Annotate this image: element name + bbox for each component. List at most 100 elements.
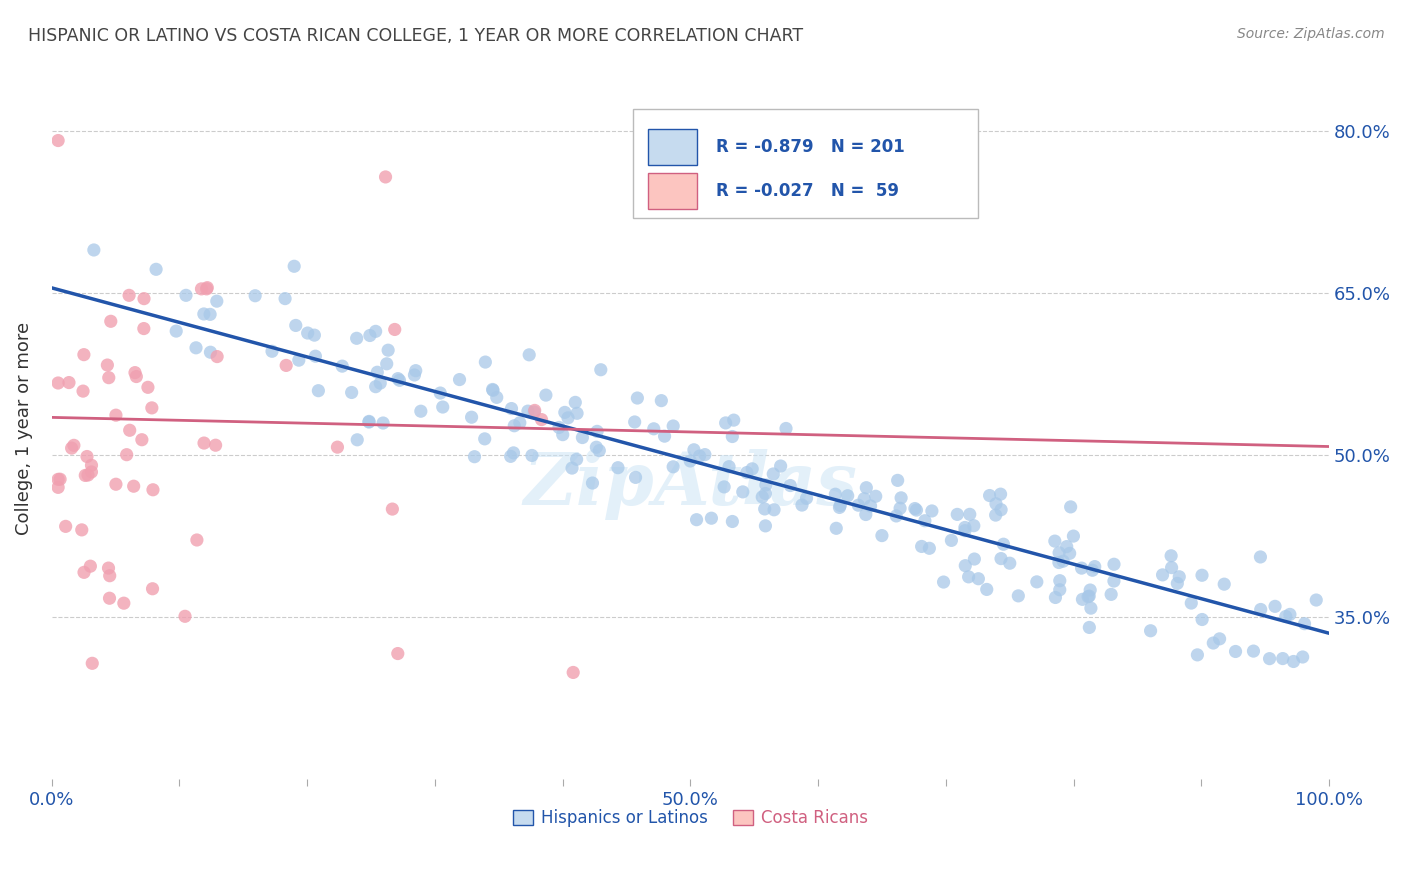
Point <box>46 472 69 486</box>
Point <box>1007 589 1029 603</box>
Point <box>1278 607 1301 622</box>
Point <box>775 421 797 435</box>
Point <box>963 518 986 533</box>
Point <box>990 551 1012 566</box>
Point <box>1071 592 1094 607</box>
Point <box>1025 574 1047 589</box>
Point <box>1168 570 1191 584</box>
Point <box>1282 655 1305 669</box>
Point <box>463 450 485 464</box>
Point <box>80 465 103 479</box>
Point <box>1059 546 1081 560</box>
Point <box>904 501 927 516</box>
Point <box>769 458 792 473</box>
Point <box>561 461 583 475</box>
Point <box>588 443 610 458</box>
Point <box>260 344 283 359</box>
Point <box>581 476 603 491</box>
Point <box>104 477 127 491</box>
Point <box>1271 651 1294 665</box>
Point <box>713 480 735 494</box>
Point <box>846 498 869 512</box>
Point <box>721 429 744 443</box>
Point <box>283 260 305 274</box>
Point <box>304 328 326 343</box>
Point <box>1139 624 1161 638</box>
Text: R = -0.879   N = 201: R = -0.879 N = 201 <box>716 138 904 156</box>
Point <box>586 425 609 439</box>
Point <box>755 478 778 492</box>
Point <box>1258 651 1281 665</box>
Point <box>824 487 846 501</box>
Point <box>828 500 851 515</box>
Point <box>485 390 508 404</box>
Point <box>474 432 496 446</box>
Point <box>662 459 685 474</box>
Point <box>482 384 505 398</box>
Point <box>855 508 877 522</box>
Point <box>990 487 1012 501</box>
Point <box>837 489 859 503</box>
Point <box>564 395 586 409</box>
Point <box>1102 574 1125 588</box>
Point <box>1078 589 1101 603</box>
Point <box>243 289 266 303</box>
Point <box>855 481 877 495</box>
Point <box>714 416 737 430</box>
Point <box>364 324 387 338</box>
Point <box>1070 561 1092 575</box>
Point <box>1078 582 1101 597</box>
Point <box>145 262 167 277</box>
Point <box>205 350 228 364</box>
Point <box>359 328 381 343</box>
Point <box>381 502 404 516</box>
Point <box>585 440 607 454</box>
Point <box>762 467 785 481</box>
Point <box>357 415 380 429</box>
Point <box>571 431 593 445</box>
Point <box>650 393 672 408</box>
Point <box>70 523 93 537</box>
Point <box>104 408 127 422</box>
Point <box>174 288 197 302</box>
Point <box>796 491 818 506</box>
Point <box>548 420 571 434</box>
Point <box>112 596 135 610</box>
Point <box>346 331 368 345</box>
Point <box>509 416 531 430</box>
Point <box>118 423 141 437</box>
Point <box>1049 574 1071 588</box>
Point <box>959 508 981 522</box>
Point <box>165 324 187 338</box>
Point <box>523 405 546 419</box>
Point <box>662 419 685 434</box>
Point <box>624 470 647 484</box>
Point <box>551 427 574 442</box>
Point <box>205 294 228 309</box>
Point <box>375 357 398 371</box>
Point <box>118 288 141 302</box>
Point <box>517 348 540 362</box>
Point <box>607 460 630 475</box>
Point <box>957 570 980 584</box>
Point <box>853 491 876 506</box>
Point <box>921 504 943 518</box>
Point <box>432 400 454 414</box>
Point <box>142 483 165 497</box>
Point <box>751 490 773 504</box>
Point <box>1291 650 1313 665</box>
Point <box>1045 591 1067 605</box>
Point <box>77 468 100 483</box>
Legend: Hispanics or Latinos, Costa Ricans: Hispanics or Latinos, Costa Ricans <box>506 803 875 834</box>
Point <box>731 484 754 499</box>
Point <box>754 502 776 516</box>
Point <box>1208 632 1230 646</box>
Point <box>565 452 588 467</box>
Point <box>98 568 121 582</box>
Point <box>409 404 432 418</box>
Point <box>49 472 72 486</box>
Point <box>1187 648 1209 662</box>
Point <box>910 540 932 554</box>
Point <box>198 307 221 321</box>
Point <box>384 322 406 336</box>
